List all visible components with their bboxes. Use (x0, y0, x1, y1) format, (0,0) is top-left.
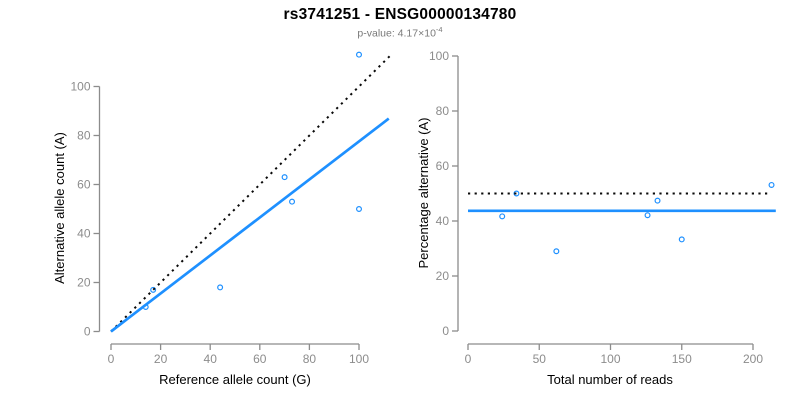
y-tick-label: 40 (436, 214, 450, 228)
data-point (768, 181, 775, 188)
y-tick-label: 80 (436, 104, 450, 118)
y-tick-label: 100 (429, 49, 449, 63)
identity-line (110, 53, 392, 333)
x-tick-label: 80 (303, 352, 317, 366)
x-tick-label: 100 (349, 352, 369, 366)
data-point (499, 213, 506, 220)
x-axis-title: Total number of reads (547, 372, 673, 387)
pvalue-text: p-value: 4.17×10 (357, 27, 436, 40)
data-point (654, 197, 661, 204)
plot-title: rs3741251 - ENSG00000134780 (283, 6, 517, 23)
data-point (553, 248, 560, 255)
x-tick-label: 0 (465, 352, 472, 366)
data-point (513, 190, 520, 197)
y-tick-label: 60 (77, 178, 91, 192)
y-tick-label: 40 (77, 227, 91, 241)
data-point (678, 236, 685, 243)
pvalue-exponent: -4 (435, 25, 443, 34)
y-tick-label: 20 (77, 276, 91, 290)
reads-percentage-scatter-panel: 0 50 100 150 200 0 20 40 60 80 100 Total number of … (416, 49, 776, 387)
y-tick-label: 0 (84, 325, 91, 339)
y-tick-label: 20 (436, 269, 450, 283)
data-point (217, 284, 224, 291)
allele-count-scatter-panel: 0 20 40 60 80 100 0 20 40 60 80 100 Reference allele… (52, 51, 392, 387)
y-tick-label: 60 (436, 159, 450, 173)
y-tick-label: 0 (442, 324, 449, 338)
x-tick-label: 60 (253, 352, 267, 366)
data-point (289, 198, 296, 205)
x-tick-label: 20 (154, 352, 168, 366)
data-point (356, 206, 363, 213)
y-axis-title: Alternative allele count (A) (52, 132, 67, 284)
x-tick-label: 40 (204, 352, 218, 366)
x-axis-title: Reference allele count (G) (159, 372, 311, 387)
data-point (644, 212, 651, 219)
data-point (356, 51, 363, 58)
x-tick-label: 100 (600, 352, 620, 366)
data-point (150, 286, 157, 293)
x-tick-label: 50 (533, 352, 547, 366)
regression-line (110, 117, 390, 333)
y-tick-label: 100 (70, 80, 90, 94)
y-axis-title: Percentage alternative (A) (416, 117, 431, 268)
data-point (281, 174, 288, 181)
plot-subtitle: p-value: 4.17×10-4 (0, 25, 800, 40)
x-tick-label: 200 (743, 352, 763, 366)
x-tick-label: 150 (672, 352, 692, 366)
y-tick-label: 80 (77, 129, 91, 143)
x-tick-label: 0 (108, 352, 115, 366)
